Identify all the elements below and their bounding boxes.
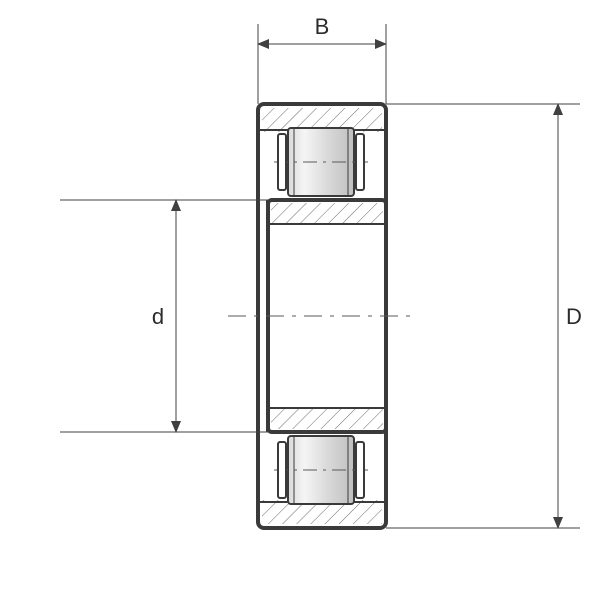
dimension-label-d: d	[152, 304, 164, 329]
bearing-cross-section	[60, 24, 580, 528]
dimension-label-D: D	[566, 304, 582, 329]
dimension-label-B: B	[315, 14, 330, 39]
